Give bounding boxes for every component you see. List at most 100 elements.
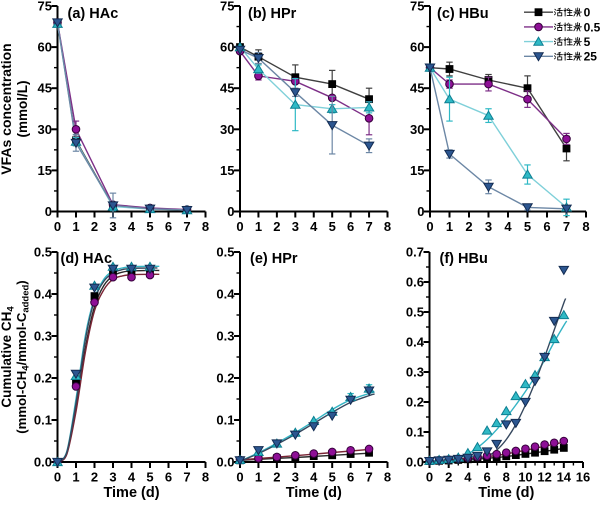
y-tick-label: 0.3 — [216, 329, 234, 344]
marker-triangle-down — [181, 206, 193, 216]
x-tick-label: 6 — [543, 219, 550, 234]
axes-lines — [429, 6, 586, 213]
panel-d: 0.0 0.1 0.2 0.3 0.4 0.5 0 1 2 3 4 5 6 7 8 (d) HAc Time (… — [34, 245, 209, 502]
x-tick-label: 14 — [557, 470, 572, 485]
y-tick-label: 0.0 — [216, 455, 234, 470]
y-tick-label: 45 — [410, 81, 424, 96]
y-tick-label: 0.0 — [34, 455, 52, 470]
marker-triangle-up — [500, 405, 512, 416]
marker-triangle-down — [51, 457, 64, 468]
cjk-glyph — [573, 7, 582, 17]
y-tick-label: 0.5 — [34, 245, 52, 260]
marker-triangle-down — [144, 264, 156, 275]
y-tick-label: 0.4 — [34, 287, 53, 302]
x-tick-label: 2 — [91, 470, 98, 485]
x-tick-label: 2 — [273, 219, 280, 234]
marker-triangle-down — [125, 264, 138, 275]
marker-square — [445, 65, 454, 73]
x-tick-label: 5 — [146, 219, 153, 234]
x-tick-label: 0 — [426, 470, 433, 485]
x-tick-label: 3 — [109, 470, 116, 485]
axes-lines — [56, 6, 206, 213]
y-tick-label: 0.1 — [406, 425, 424, 440]
marker-circle — [530, 442, 540, 452]
y-tick-label: 0.2 — [34, 371, 52, 386]
marker-circle — [540, 440, 549, 449]
marker-triangle-down — [289, 430, 301, 441]
x-tick-label: 16 — [576, 470, 590, 485]
x-tick-label: 4 — [128, 219, 136, 234]
marker-circle — [501, 448, 511, 458]
y-tick-label: 30 — [220, 122, 234, 137]
x-tick-label: 1 — [255, 219, 262, 234]
y-tick-label: 15 — [220, 163, 234, 178]
y-tick-label: 0.0 — [406, 455, 424, 470]
marker-triangle-down — [234, 45, 246, 56]
marker-triangle-down — [70, 369, 82, 380]
x-tick-label: 1 — [72, 470, 79, 485]
y-tick-label: 0.7 — [406, 245, 424, 260]
x-tick-label: 8 — [582, 219, 589, 234]
marker-circle — [291, 450, 300, 460]
marker-triangle-down — [144, 204, 156, 215]
x-axis-title: Time (d) — [103, 485, 159, 501]
marker-square — [550, 445, 559, 454]
marker-circle — [559, 436, 569, 446]
marker-triangle-down — [452, 454, 464, 465]
legend-label-suffix: 0 — [584, 6, 591, 20]
marker-triangle-down — [529, 376, 541, 387]
marker-circle — [562, 134, 571, 144]
row1-y-axis-title-units: (mmol/L) — [15, 81, 30, 138]
series-s4 — [51, 18, 193, 219]
legend-item-s4: 25 — [524, 50, 597, 64]
marker-triangle-down — [252, 446, 265, 456]
panel-title: (f) HBu — [440, 251, 488, 267]
cjk-glyph — [563, 7, 573, 17]
marker-triangle-up — [532, 36, 545, 46]
cjk-glyph — [553, 7, 563, 17]
marker-triangle-up — [443, 93, 456, 104]
x-tick-label: 3 — [109, 219, 116, 234]
y-tick-label: 30 — [410, 122, 424, 137]
marker-triangle-up — [363, 101, 375, 112]
panel-title: (a) HAc — [68, 6, 119, 22]
marker-triangle-down — [423, 457, 436, 467]
marker-triangle-down — [500, 420, 512, 430]
series-s1 — [53, 18, 191, 214]
y-tick-label: 75 — [220, 0, 234, 14]
marker-square — [562, 144, 571, 153]
panel-title: (e) HPr — [250, 251, 298, 267]
y-tick-label: 0.1 — [216, 413, 234, 428]
x-tick-label: 6 — [347, 470, 354, 485]
marker-triangle-down — [481, 447, 493, 457]
panel-e: 0.0 0.1 0.2 0.3 0.4 0.5 0 1 2 3 4 5 6 7 8 (e) HPr Time (… — [216, 245, 391, 502]
x-tick-label: 7 — [365, 219, 372, 234]
cjk-glyph — [573, 22, 582, 32]
y-tick-label: 15 — [410, 163, 424, 178]
legend-label-suffix: 5 — [584, 35, 591, 49]
marker-triangle-up — [289, 99, 301, 109]
x-tick-label: 6 — [165, 219, 172, 234]
fit-curve-s3 — [56, 265, 160, 463]
marker-triangle-down — [560, 204, 573, 215]
marker-triangle-down — [308, 422, 320, 432]
marker-triangle-down — [234, 456, 246, 466]
x-tick-label: 2 — [273, 470, 280, 485]
y-tick-label: 0 — [227, 204, 234, 219]
x-tick-label: 3 — [485, 219, 492, 234]
marker-triangle-down — [510, 418, 522, 429]
fit-curve-s2 — [57, 273, 160, 463]
x-tick-label: 12 — [537, 470, 551, 485]
legend-item-s2: 0.5 — [524, 20, 600, 34]
legend-label-suffix: 25 — [584, 50, 598, 64]
x-tick-label: 5 — [146, 470, 153, 485]
cjk-glyph — [573, 51, 582, 61]
x-tick-label: 8 — [384, 470, 391, 485]
series-s4 — [51, 264, 156, 468]
y-tick-label: 0.3 — [34, 329, 52, 344]
row2-y-axis-title-units: (mmol-CH4​/mmol-Cadded​) — [14, 280, 32, 433]
marker-triangle-down — [252, 53, 265, 64]
series-line-s1 — [56, 22, 188, 211]
marker-triangle-down — [363, 141, 375, 152]
y-tick-label: 45 — [220, 81, 234, 96]
